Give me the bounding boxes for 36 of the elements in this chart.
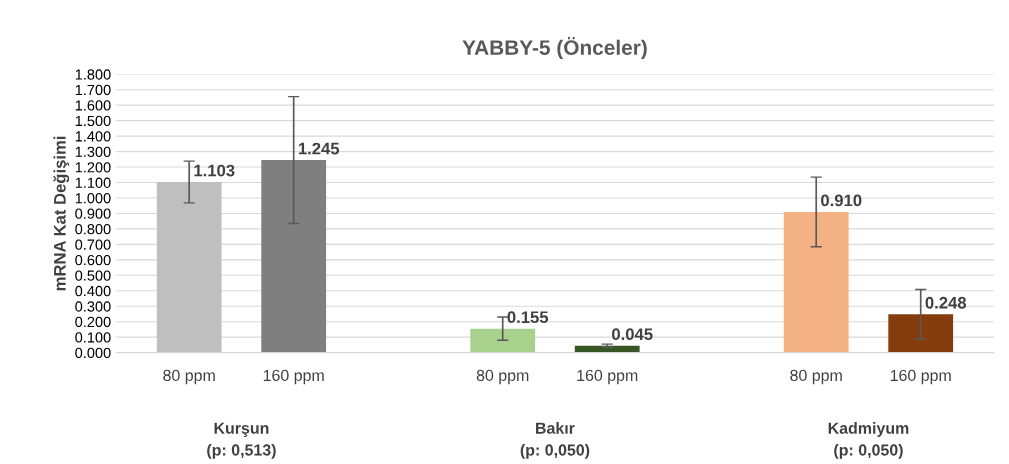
text: Kurşun (p: 0,513) xyxy=(207,422,276,459)
y-tick-label: 1.600 xyxy=(75,100,111,111)
y-tick-label: 1.700 xyxy=(75,84,111,96)
y-tick-label: 1.800 xyxy=(75,69,111,80)
y-tick-label: 0.700 xyxy=(75,239,111,250)
y-tick-label: 1.200 xyxy=(75,162,111,173)
y-tick-label: 0.900 xyxy=(75,208,111,219)
x-tick-label: 80 ppm xyxy=(163,369,215,385)
text: Kadmiyum (p: 0,050) xyxy=(828,422,909,459)
y-tick-label: 0.300 xyxy=(75,301,111,312)
data-label: 0.248 xyxy=(925,296,967,309)
x-tick-label: 160 ppm xyxy=(577,369,638,385)
text: Bakır (p: 0,050) xyxy=(520,422,590,459)
x-tick-label: 160 ppm xyxy=(890,369,951,385)
y-tick-label: 0.200 xyxy=(75,316,111,328)
x-tick-label: 160 ppm xyxy=(263,369,324,385)
data-label: 0.910 xyxy=(821,194,862,207)
y-tick-label: 0.000 xyxy=(75,347,111,359)
y-tick-label: 1.300 xyxy=(75,146,111,157)
x-tick-label: 80 ppm xyxy=(790,369,842,385)
y-tick-label: 0.100 xyxy=(75,332,111,343)
y-tick-label: 1.000 xyxy=(75,193,111,204)
y-tick-label: 0.800 xyxy=(75,224,111,235)
y-tick-label: 1.400 xyxy=(75,131,111,142)
y-tick-label: 0.600 xyxy=(75,254,111,266)
chart-title: YABBY-5 (Önceler) xyxy=(462,37,647,60)
y-tick-label: 1.500 xyxy=(75,115,111,127)
data-label: 1.103 xyxy=(194,164,235,177)
y-axis-title: mRNA Kat Değişimi xyxy=(53,136,70,291)
data-label: 0.045 xyxy=(612,328,653,341)
data-label: 0.155 xyxy=(507,311,549,324)
x-tick-label: 80 ppm xyxy=(476,369,529,385)
y-tick-label: 0.400 xyxy=(75,285,111,297)
y-tick-label: 0.500 xyxy=(75,270,111,281)
y-tick-label: 1.100 xyxy=(75,177,111,188)
data-label: 1.245 xyxy=(298,142,340,155)
